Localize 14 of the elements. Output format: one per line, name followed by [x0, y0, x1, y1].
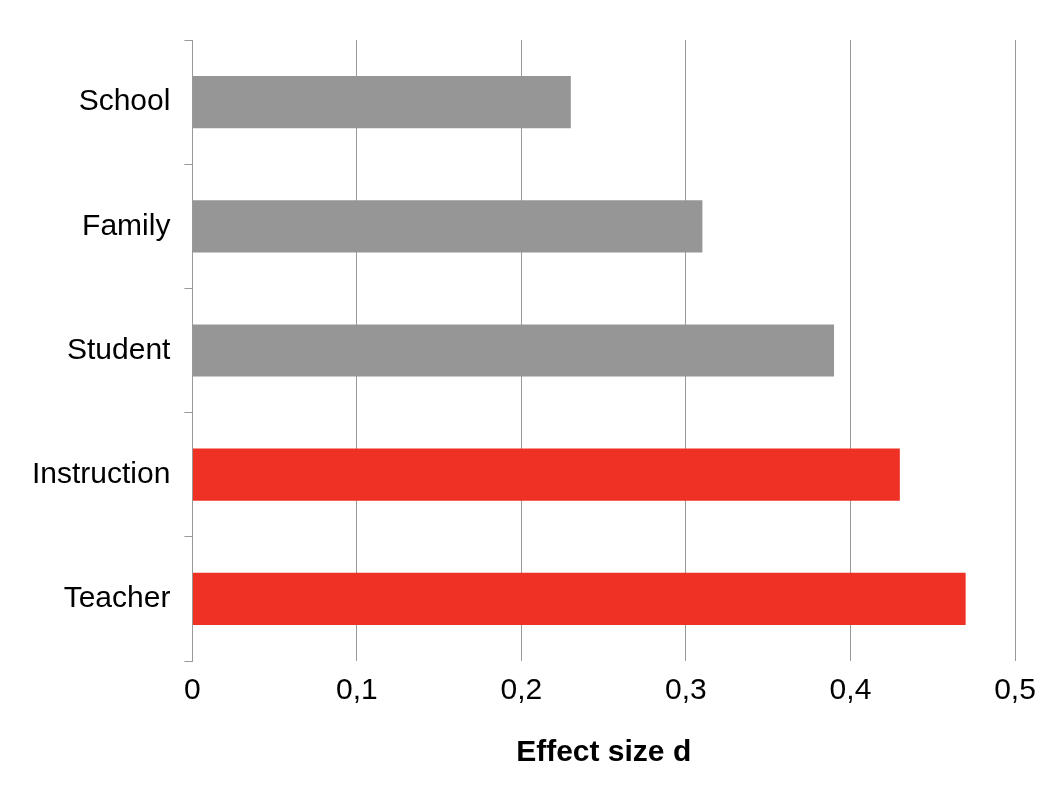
y-tick-label: Instruction — [31, 455, 171, 489]
x-tick-label: 0 — [184, 672, 201, 706]
x-axis-title: Effect size d — [516, 734, 692, 768]
y-tick-label: Teacher — [63, 580, 171, 614]
y-tick-label: School — [78, 83, 171, 117]
x-tick-label: 0,4 — [829, 672, 872, 706]
x-tick-label: 0,5 — [994, 672, 1036, 706]
bar — [192, 572, 966, 625]
y-tick-label: Family — [82, 207, 171, 241]
x-tick-label: 0,3 — [665, 672, 707, 706]
x-tick-label: 0,2 — [500, 672, 543, 706]
bar — [192, 448, 900, 501]
y-tick-label: Student — [66, 331, 172, 365]
x-tick-label: 0,1 — [336, 672, 378, 706]
